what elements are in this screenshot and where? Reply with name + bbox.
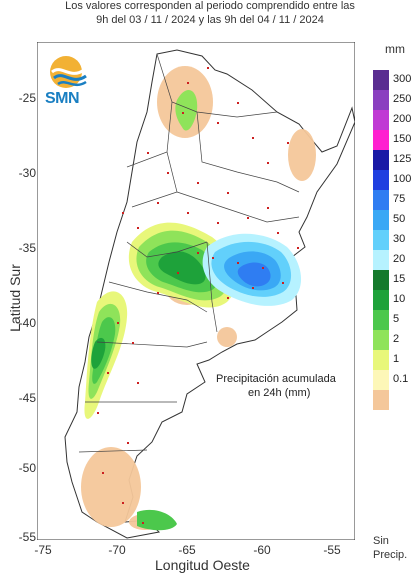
- legend-label: 50: [393, 213, 406, 225]
- legend-label: 30: [393, 233, 406, 245]
- legend-row: 10: [373, 290, 420, 310]
- legend-swatch: [373, 390, 389, 410]
- legend-row: 200: [373, 110, 420, 130]
- legend-swatch: [373, 170, 389, 190]
- legend-row: 150: [373, 130, 420, 150]
- legend-row: 5: [373, 310, 420, 330]
- header-line-2: 9h del 03 / 11 / 2024 y las 9h del 04 / …: [96, 14, 324, 26]
- legend-swatch: [373, 230, 389, 250]
- legend-row: 100: [373, 170, 420, 190]
- map-annotation-line-1: Precipitación acumulada: [216, 373, 336, 385]
- legend-row: 2: [373, 330, 420, 350]
- legend-no-precip-line-2: Precip.: [373, 549, 408, 561]
- legend-swatch: [373, 210, 389, 230]
- legend-label: 100: [393, 173, 412, 185]
- legend-label: 1: [393, 353, 400, 365]
- legend-label: 15: [393, 273, 406, 285]
- header-line-1: Los valores corresponden al periodo comp…: [65, 0, 355, 12]
- legend-row: 30: [373, 230, 420, 250]
- legend-label: 300: [393, 73, 412, 85]
- legend-swatch: [373, 70, 389, 90]
- legend-unit: mm: [385, 42, 405, 56]
- legend-row: 15: [373, 270, 420, 290]
- xtick-label: -70: [108, 543, 126, 557]
- legend-swatch: [373, 290, 389, 310]
- legend-row: 1: [373, 350, 420, 370]
- legend-swatch: [373, 90, 389, 110]
- precipitation-map: [37, 42, 355, 540]
- legend-row: 125: [373, 150, 420, 170]
- legend-label: 5: [393, 313, 400, 325]
- legend-swatch: [373, 330, 389, 350]
- legend-swatch: [373, 310, 389, 330]
- legend-row: [373, 390, 420, 410]
- legend-row: 250: [373, 90, 420, 110]
- xtick-label: -60: [253, 543, 271, 557]
- station-markers: [97, 67, 299, 524]
- green-precip-areas: [84, 89, 237, 531]
- legend-label: 125: [393, 153, 412, 165]
- map-annotation-line-2: en 24h (mm): [248, 387, 311, 399]
- legend-row: 50: [373, 210, 420, 230]
- ytick-label: -40: [18, 316, 36, 330]
- ytick-label: -35: [18, 241, 36, 255]
- ytick-label: -45: [18, 391, 36, 405]
- precipitation-legend: 300 250 200 150 125 100 75 50 30 20 15 10 5 2 1 0.1: [373, 70, 420, 410]
- legend-swatch: [373, 190, 389, 210]
- legend-label: 0.1: [393, 373, 409, 385]
- legend-row: 0.1: [373, 370, 420, 390]
- xtick-label: -75: [34, 543, 52, 557]
- smn-logo-text: SMN: [45, 90, 80, 107]
- legend-swatch: [373, 110, 389, 130]
- legend-swatch: [373, 350, 389, 370]
- legend-label: 20: [393, 253, 406, 265]
- xtick-label: -65: [178, 543, 196, 557]
- xtick-label: -55: [323, 543, 341, 557]
- ytick-label: -55: [18, 530, 36, 544]
- y-axis-title: Latitud Sur: [7, 264, 23, 332]
- legend-swatch: [373, 130, 389, 150]
- ytick-label: -50: [18, 461, 36, 475]
- legend-row: 20: [373, 250, 420, 270]
- legend-label: 10: [393, 293, 406, 305]
- legend-swatch: [373, 250, 389, 270]
- x-axis-title: Longitud Oeste: [155, 557, 250, 573]
- legend-swatch: [373, 150, 389, 170]
- legend-label: 2: [393, 333, 400, 345]
- legend-swatch: [373, 270, 389, 290]
- legend-no-precip-line-1: Sin: [373, 535, 389, 547]
- ytick-label: -25: [18, 91, 36, 105]
- ytick-label: -30: [18, 166, 36, 180]
- smn-logo-icon: [50, 56, 87, 88]
- legend-label: 150: [393, 133, 412, 145]
- legend-row: 75: [373, 190, 420, 210]
- legend-row: 300: [373, 70, 420, 90]
- blue-precip-areas: [202, 233, 302, 306]
- legend-label: 200: [393, 113, 412, 125]
- province-borders: [78, 53, 300, 453]
- legend-label: 75: [393, 193, 406, 205]
- legend-label: 250: [393, 93, 412, 105]
- legend-swatch: [373, 370, 389, 390]
